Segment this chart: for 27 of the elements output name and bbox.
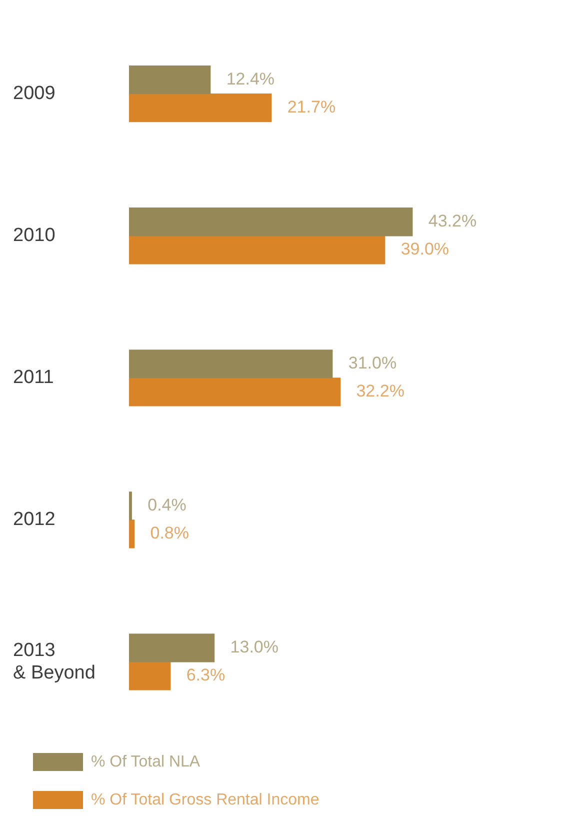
bar <box>129 378 341 406</box>
bar <box>129 93 272 122</box>
data-label: 43.2% <box>428 212 477 231</box>
y-tick-label: 2012 <box>13 509 56 530</box>
data-label: 21.7% <box>287 98 336 117</box>
data-label: 13.0% <box>230 638 278 657</box>
bar <box>129 634 215 662</box>
data-label: 0.8% <box>150 524 189 543</box>
data-label: 39.0% <box>400 240 450 259</box>
bar <box>129 520 135 548</box>
bar <box>129 662 171 690</box>
bar <box>129 350 333 378</box>
bar <box>129 65 211 94</box>
data-label: 12.4% <box>226 70 275 89</box>
data-label: 6.3% <box>186 666 226 685</box>
data-label: 0.4% <box>148 496 186 515</box>
bar <box>129 492 132 520</box>
legend-label: % Of Total NLA <box>91 753 200 770</box>
y-tick-label: 2010 <box>13 225 56 246</box>
legend-label: % Of Total Gross Rental Income <box>91 791 320 808</box>
y-tick-label: 2013 & Beyond <box>13 640 96 684</box>
bar <box>129 236 386 264</box>
bar <box>129 208 413 236</box>
y-tick-label: 2011 <box>13 367 54 388</box>
data-label: 31.0% <box>348 354 397 373</box>
data-label: 32.2% <box>356 382 404 401</box>
y-tick-label: 2009 <box>13 83 56 104</box>
